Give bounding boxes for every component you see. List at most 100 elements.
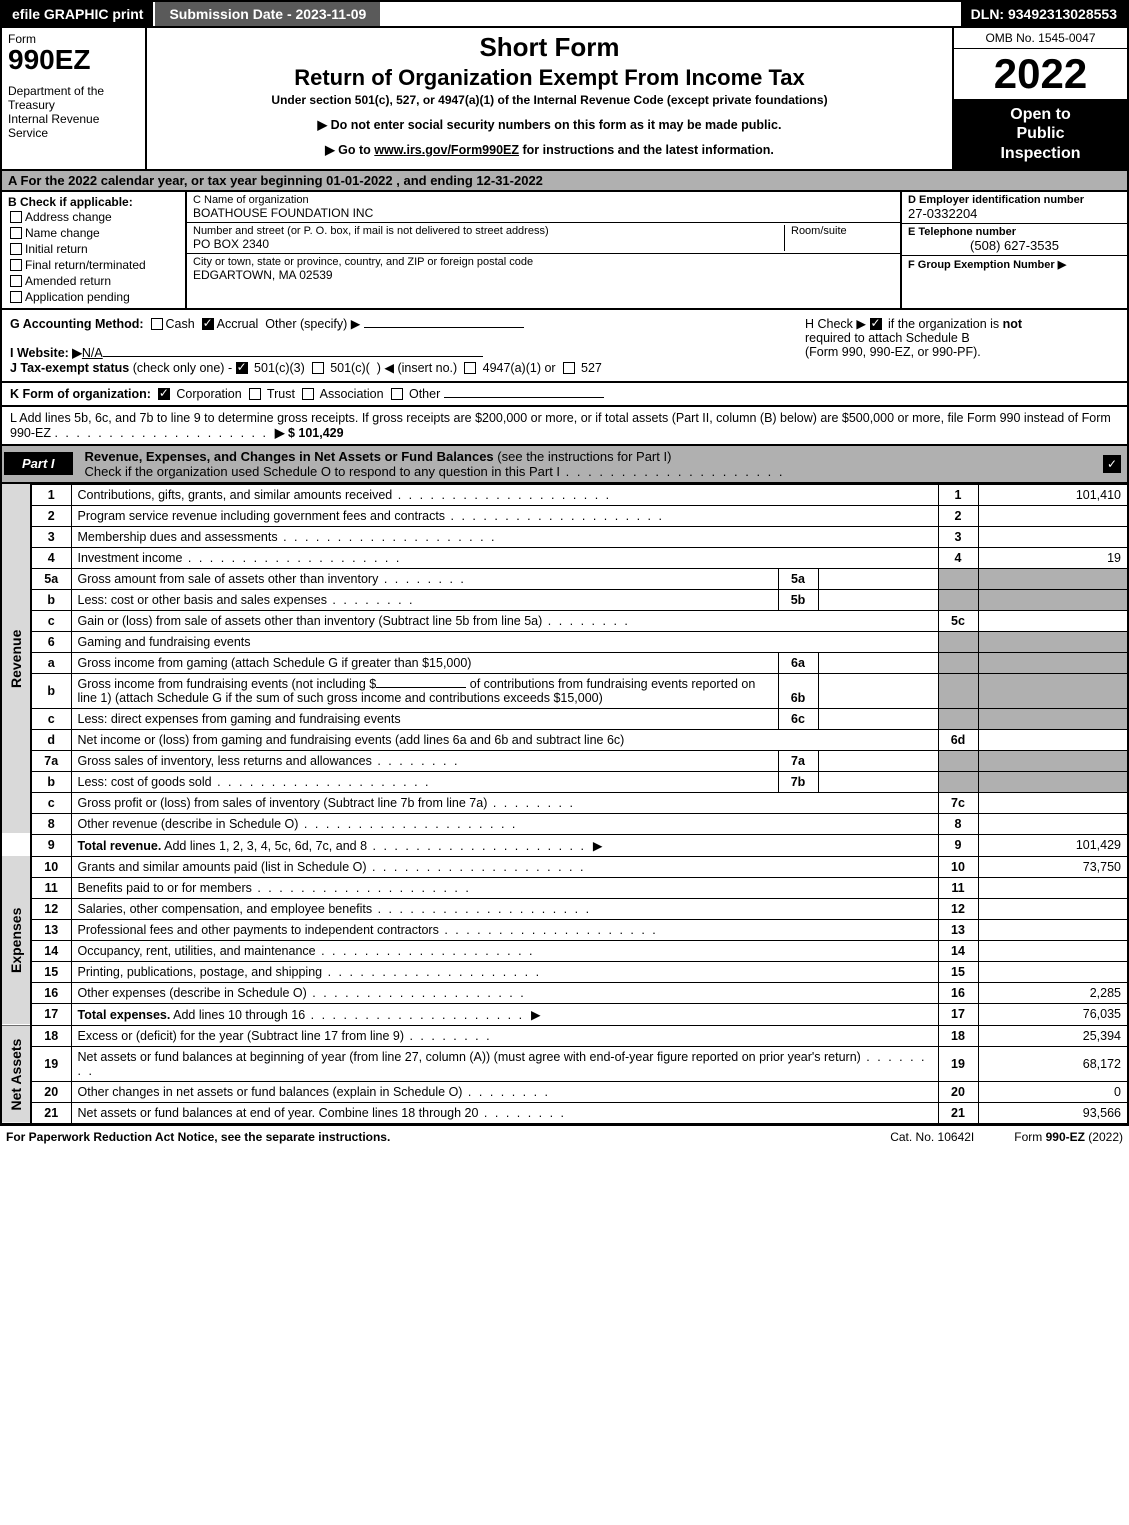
c-name-label: C Name of organization (193, 194, 309, 206)
line-6c: c Less: direct expenses from gaming and … (1, 708, 1128, 729)
chk-501c[interactable] (312, 362, 324, 374)
topbar-spacer (382, 2, 960, 26)
sub-7b (818, 771, 938, 792)
line-6d: d Net income or (loss) from gaming and f… (1, 729, 1128, 750)
chk-other[interactable] (391, 388, 403, 400)
org-name: BOATHOUSE FOUNDATION INC (193, 206, 373, 220)
c-street-cell: Number and street (or P. O. box, if mail… (187, 223, 900, 254)
chk-h[interactable] (870, 318, 882, 330)
amt-2 (978, 505, 1128, 526)
amt-9: 101,429 (978, 834, 1128, 856)
c-name-cell: C Name of organization BOATHOUSE FOUNDAT… (187, 192, 900, 223)
line-19: 19 Net assets or fund balances at beginn… (1, 1046, 1128, 1081)
header-right: OMB No. 1545-0047 2022 Open toPublicInsp… (952, 28, 1127, 169)
amt-20: 0 (978, 1081, 1128, 1102)
c-city-label: City or town, state or province, country… (193, 256, 533, 268)
line-6b: b Gross income from fundraising events (… (1, 673, 1128, 708)
amt-21: 93,566 (978, 1102, 1128, 1124)
col-b: B Check if applicable: Address change Na… (2, 192, 187, 308)
chk-assoc[interactable] (302, 388, 314, 400)
amt-15 (978, 961, 1128, 982)
line-7c: c Gross profit or (loss) from sales of i… (1, 792, 1128, 813)
col-def: D Employer identification number 27-0332… (902, 192, 1127, 308)
g-accounting: G Accounting Method: Cash Accrual Other … (2, 310, 797, 381)
footer-catno: Cat. No. 10642I (890, 1130, 974, 1144)
chk-amended[interactable]: Amended return (10, 273, 179, 289)
chk-corp[interactable] (158, 388, 170, 400)
f-label: F Group Exemption Number ▶ (908, 259, 1066, 271)
row-l: L Add lines 5b, 6c, and 7b to line 9 to … (0, 407, 1129, 446)
d-label: D Employer identification number (908, 194, 1084, 206)
netassets-side-label: Net Assets (1, 1025, 31, 1124)
chk-initial[interactable]: Initial return (10, 241, 179, 257)
org-city: EDGARTOWN, MA 02539 (193, 268, 333, 282)
c-street-label: Number and street (or P. O. box, if mail… (193, 225, 549, 237)
line-17: 17 Total expenses. Add lines 10 through … (1, 1003, 1128, 1025)
l-amount: ▶ $ 101,429 (275, 426, 344, 440)
chk-pending[interactable]: Application pending (10, 289, 179, 305)
line-5b: b Less: cost or other basis and sales ex… (1, 589, 1128, 610)
block-bcdef: B Check if applicable: Address change Na… (0, 192, 1129, 310)
chk-527[interactable] (563, 362, 575, 374)
chk-final[interactable]: Final return/terminated (10, 257, 179, 273)
chk-501c3[interactable] (236, 362, 248, 374)
b-label: B Check if applicable: (8, 195, 133, 209)
sub-6c (818, 708, 938, 729)
sub-5a (818, 568, 938, 589)
chk-accrual[interactable] (202, 318, 214, 330)
line-18: Net Assets 18 Excess or (deficit) for th… (1, 1025, 1128, 1046)
chk-address[interactable]: Address change (10, 209, 179, 225)
irs-link[interactable]: www.irs.gov/Form990EZ (374, 143, 519, 157)
chk-4947[interactable] (464, 362, 476, 374)
d-ein: D Employer identification number 27-0332… (902, 192, 1127, 224)
header-left: Form 990EZ Department of theTreasuryInte… (2, 28, 147, 169)
chk-cash[interactable] (151, 318, 163, 330)
row-k: K Form of organization: Corporation Trus… (0, 383, 1129, 407)
line-12: 12 Salaries, other compensation, and emp… (1, 898, 1128, 919)
line-10: Expenses 10 Grants and similar amounts p… (1, 856, 1128, 877)
ein-value: 27-0332204 (908, 206, 977, 221)
col-c: C Name of organization BOATHOUSE FOUNDAT… (187, 192, 902, 308)
part1-header: Part I Revenue, Expenses, and Changes in… (0, 446, 1129, 484)
chk-trust[interactable] (249, 388, 261, 400)
j-label: J Tax-exempt status (10, 361, 129, 375)
amt-7c (978, 792, 1128, 813)
amt-18: 25,394 (978, 1025, 1128, 1046)
line-11: 11 Benefits paid to or for members 11 (1, 877, 1128, 898)
sub-6b (818, 673, 938, 708)
sub-7a (818, 750, 938, 771)
part1-checkbox[interactable]: ✓ (1103, 455, 1121, 473)
omb-number: OMB No. 1545-0047 (954, 28, 1127, 49)
amt-13 (978, 919, 1128, 940)
amt-8 (978, 813, 1128, 834)
form-header: Form 990EZ Department of theTreasuryInte… (0, 28, 1129, 171)
room-label: Room/suite (791, 225, 847, 237)
amt-1: 101,410 (978, 484, 1128, 505)
note-link-post: for instructions and the latest informat… (519, 143, 774, 157)
footer-left: For Paperwork Reduction Act Notice, see … (6, 1130, 850, 1144)
c-city-cell: City or town, state or province, country… (187, 254, 900, 284)
amt-14 (978, 940, 1128, 961)
line-20: 20 Other changes in net assets or fund b… (1, 1081, 1128, 1102)
dln-label: DLN: 93492313028553 (961, 2, 1127, 26)
phone-value: (508) 627-3535 (908, 238, 1121, 253)
line-6a: a Gross income from gaming (attach Sched… (1, 652, 1128, 673)
amt-4: 19 (978, 547, 1128, 568)
g-label: G Accounting Method: (10, 317, 144, 331)
line-6: 6 Gaming and fundraising events (1, 631, 1128, 652)
line-14: 14 Occupancy, rent, utilities, and maint… (1, 940, 1128, 961)
form-title: Return of Organization Exempt From Incom… (155, 65, 944, 91)
j-sub: (check only one) (133, 361, 228, 375)
chk-name[interactable]: Name change (10, 225, 179, 241)
part1-check-text: Check if the organization used Schedule … (85, 464, 561, 479)
line-15: 15 Printing, publications, postage, and … (1, 961, 1128, 982)
sub-5b (818, 589, 938, 610)
header-center: Short Form Return of Organization Exempt… (147, 28, 952, 169)
efile-label[interactable]: efile GRAPHIC print (2, 2, 153, 26)
page-footer: For Paperwork Reduction Act Notice, see … (0, 1125, 1129, 1148)
expenses-side-label: Expenses (1, 856, 31, 1025)
dept-label: Department of theTreasuryInternal Revenu… (8, 84, 139, 140)
line-8: 8 Other revenue (describe in Schedule O)… (1, 813, 1128, 834)
h-line2: required to attach Schedule B (805, 331, 970, 345)
part1-title: Revenue, Expenses, and Changes in Net As… (81, 446, 1103, 482)
